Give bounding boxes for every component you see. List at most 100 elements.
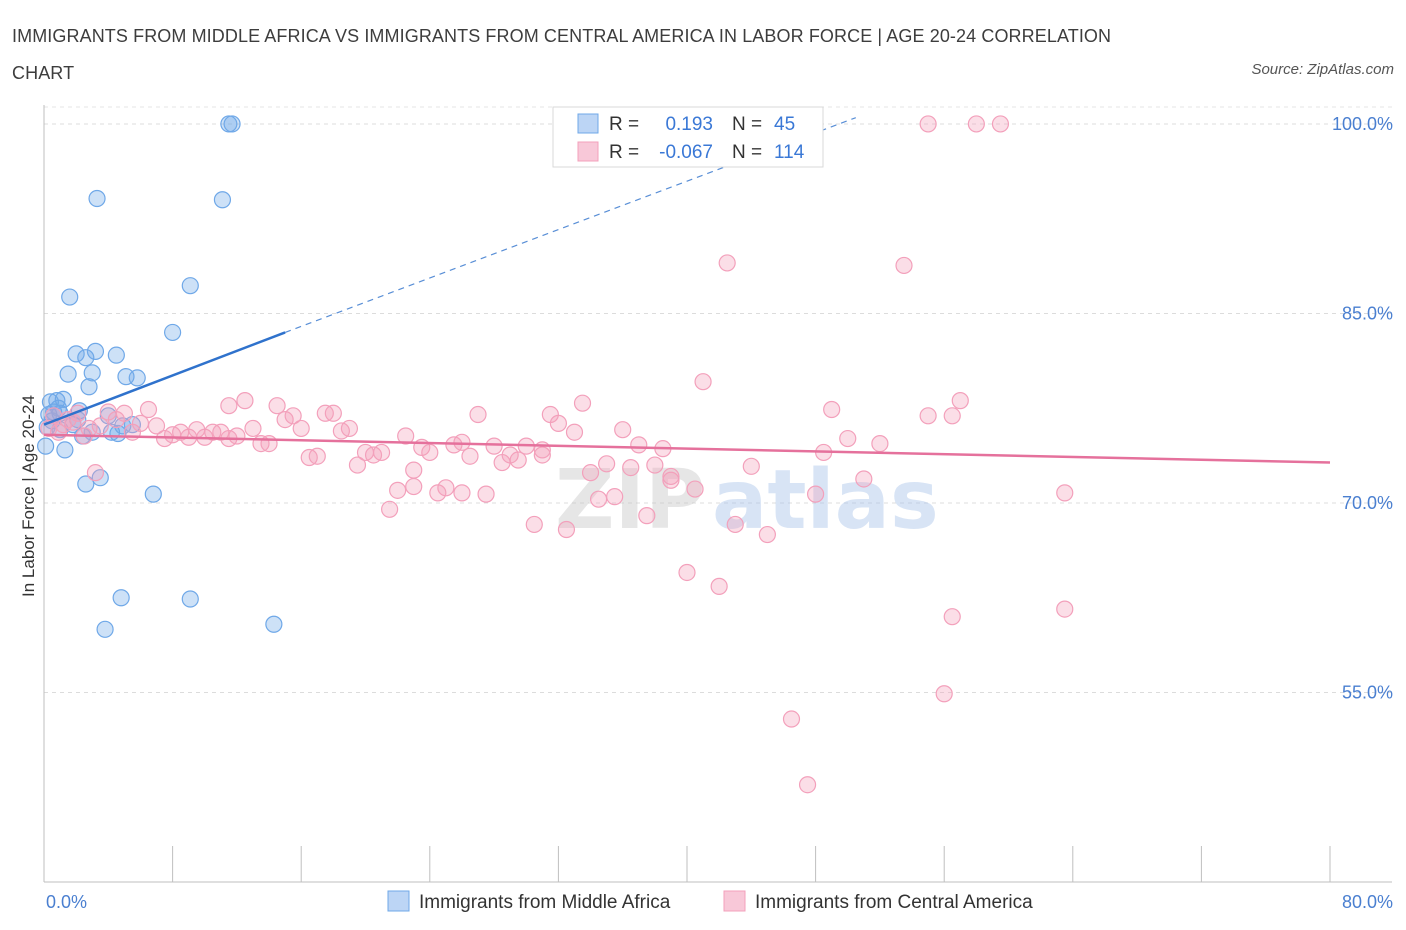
point-central-america: [324, 404, 342, 422]
point-central-america: [694, 373, 712, 391]
point-middle-africa: [77, 475, 95, 493]
point-middle-africa: [61, 288, 79, 306]
point-central-america: [871, 434, 889, 453]
legend-swatch-central-america: [723, 890, 746, 912]
point-central-america: [895, 256, 913, 275]
point-central-america: [139, 400, 158, 419]
point-central-america: [397, 427, 415, 445]
point-central-america: [509, 451, 527, 469]
point-central-america: [389, 481, 407, 499]
point-central-america: [662, 471, 680, 489]
point-middle-africa: [107, 346, 125, 364]
point-central-america: [967, 115, 985, 133]
point-central-america: [147, 417, 166, 435]
point-middle-africa: [181, 277, 199, 295]
point-central-america: [115, 404, 133, 422]
point-central-america: [686, 480, 704, 498]
stats-swatch-middle-africa: [577, 113, 599, 134]
point-central-america: [405, 461, 423, 479]
point-central-america: [823, 400, 841, 419]
point-central-america: [943, 407, 961, 425]
point-central-america: [485, 437, 503, 455]
point-central-america: [284, 407, 302, 425]
point-central-america: [1056, 600, 1074, 618]
trend-line-middle-africa: [43, 331, 286, 426]
stats-r-label-0: R =: [609, 114, 639, 135]
point-central-america: [598, 455, 616, 473]
point-central-america: [855, 470, 873, 488]
point-central-america: [919, 407, 937, 425]
point-central-america: [244, 419, 262, 438]
watermark: ZIP atlas: [555, 453, 939, 548]
stats-n-value-0: 45: [774, 114, 795, 135]
point-central-america: [798, 776, 817, 794]
point-middle-africa: [54, 390, 72, 408]
point-middle-africa: [181, 590, 199, 608]
chart-title: IMMIGRANTS FROM MIDDLE AFRICA VS IMMIGRA…: [12, 26, 1112, 83]
stats-legend: R = 0.193 N = 45 R = -0.067 N = 114: [552, 106, 824, 168]
point-central-america: [573, 394, 592, 412]
stats-r-label-1: R =: [609, 142, 639, 163]
stats-n-label-1: N =: [732, 142, 762, 163]
point-central-america: [589, 490, 608, 508]
point-central-america: [131, 414, 150, 432]
point-middle-africa: [96, 620, 114, 638]
y-tick-label: 70.0%: [1342, 493, 1393, 513]
trend-line-central-america: [43, 433, 1331, 464]
point-central-america: [372, 443, 391, 462]
point-middle-africa: [37, 437, 55, 455]
point-central-america: [220, 397, 238, 415]
point-central-america: [614, 421, 632, 439]
point-central-america: [630, 436, 648, 454]
stats-n-value-1: 114: [774, 142, 805, 163]
point-central-america: [276, 410, 294, 429]
point-central-america: [86, 464, 105, 482]
point-central-america: [421, 443, 439, 462]
x-tick-label-min: 0.0%: [46, 892, 87, 912]
point-central-america: [782, 710, 801, 728]
point-central-america: [453, 484, 471, 502]
point-central-america: [469, 405, 487, 424]
point-central-america: [919, 115, 937, 133]
point-middle-africa: [77, 349, 95, 367]
y-tick-label: 55.0%: [1342, 682, 1393, 702]
point-central-america: [91, 417, 109, 435]
point-middle-africa: [164, 323, 182, 342]
x-tick-label-max: 80.0%: [1342, 892, 1393, 912]
point-middle-africa: [112, 589, 130, 607]
point-central-america: [549, 414, 568, 432]
point-central-america: [742, 457, 760, 475]
point-central-america: [437, 479, 455, 497]
point-central-america: [718, 254, 736, 272]
point-middle-africa: [213, 191, 232, 209]
point-central-america: [477, 485, 495, 503]
point-central-america: [806, 485, 825, 503]
series-middle-africa-points: [37, 115, 283, 638]
point-central-america: [453, 433, 471, 451]
point-central-america: [236, 392, 254, 410]
point-central-america: [381, 500, 399, 518]
series-central-america-points: [40, 115, 1074, 794]
point-central-america: [525, 515, 543, 534]
source-label: Source: ZipAtlas.com: [1251, 61, 1394, 78]
trend-lines: [43, 117, 1331, 464]
point-central-america: [606, 488, 624, 506]
point-central-america: [405, 477, 423, 496]
point-middle-africa: [83, 364, 101, 382]
point-central-america: [662, 467, 680, 486]
point-middle-africa: [56, 441, 74, 459]
legend-swatch-middle-africa: [387, 890, 410, 912]
point-central-america: [943, 608, 961, 626]
point-central-america: [348, 456, 367, 474]
stats-n-label-0: N =: [732, 114, 762, 135]
point-middle-africa: [67, 345, 85, 363]
legend-label-middle-africa: Immigrants from Middle Africa: [419, 892, 671, 913]
point-middle-africa: [144, 485, 162, 503]
point-middle-africa: [59, 365, 77, 383]
point-central-america: [1056, 484, 1074, 502]
point-middle-africa: [223, 115, 241, 133]
point-central-america: [638, 507, 656, 525]
point-central-america: [758, 525, 776, 544]
y-axis-title: In Labor Force | Age 20-24: [19, 395, 38, 597]
